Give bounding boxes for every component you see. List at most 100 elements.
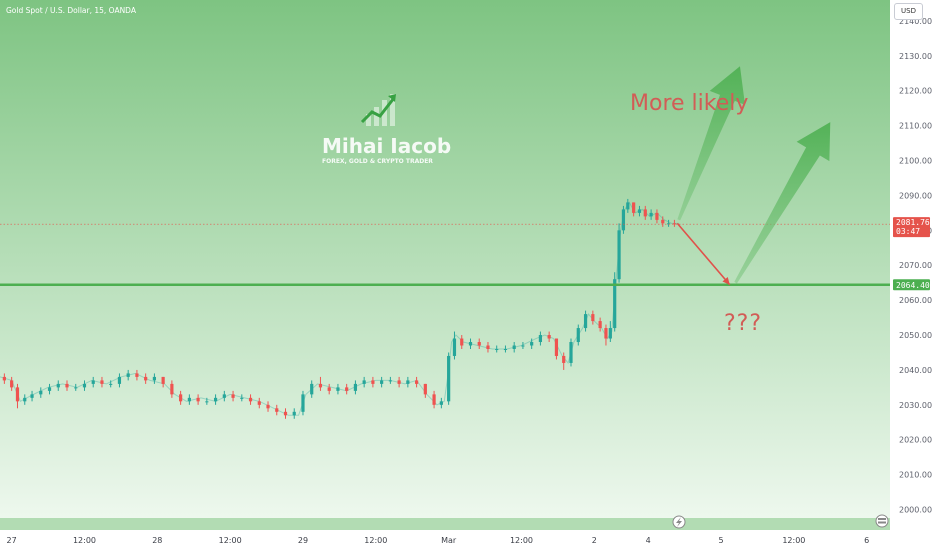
x-tick-label: 12:00 — [73, 536, 96, 545]
y-tick-label: 2110.000 — [899, 122, 932, 131]
current-price-label: 2081.765 — [896, 218, 932, 227]
price-axis[interactable]: 2000.000 2010.000 2020.000 2030.000 2040.000… — [899, 17, 932, 515]
currency-selector[interactable]: USD — [894, 3, 923, 20]
candle — [318, 376, 323, 391]
candle — [591, 310, 595, 325]
y-tick-label: 2130.000 — [899, 52, 932, 61]
candle — [439, 397, 443, 409]
candle — [23, 394, 27, 405]
candle — [452, 331, 457, 360]
candle — [495, 345, 499, 353]
candle — [179, 390, 183, 405]
watermark-logo: Mihai Iacob FOREX, GOLD & CRYPTO TRADER — [322, 94, 451, 165]
candle — [301, 390, 305, 416]
candle — [608, 321, 612, 343]
candle — [39, 387, 43, 398]
candle — [187, 394, 191, 405]
x-tick-label: 27 — [7, 536, 17, 545]
x-tick-label: 12:00 — [364, 536, 387, 545]
chart-title: Gold Spot / U.S. Dollar, 15, OANDA — [6, 6, 137, 15]
price-path — [0, 201, 679, 416]
candle — [15, 383, 20, 409]
candle — [10, 376, 14, 391]
candle — [371, 376, 375, 388]
candle — [196, 394, 200, 405]
lightning-icon[interactable] — [672, 515, 686, 529]
candle — [423, 383, 427, 398]
y-tick-label: 2090.000 — [899, 191, 932, 200]
candle — [632, 202, 636, 217]
candle — [503, 345, 508, 353]
candle — [310, 380, 314, 398]
candle — [327, 383, 331, 395]
candle — [538, 331, 543, 346]
candle — [47, 383, 52, 395]
bottom-band — [0, 518, 890, 530]
candle — [530, 338, 534, 349]
flag-icon[interactable] — [875, 514, 889, 528]
candle — [205, 397, 209, 405]
projection-up-arrow-alternate — [734, 122, 831, 284]
y-tick-label: 2050.000 — [899, 331, 932, 340]
x-tick-label: Mar — [441, 536, 457, 545]
x-tick-label: 6 — [864, 536, 869, 545]
candle — [388, 376, 392, 384]
candle — [240, 394, 244, 402]
candle — [598, 317, 602, 332]
y-tick-label: 2020.000 — [899, 436, 932, 445]
candle — [65, 380, 69, 391]
candle — [512, 342, 516, 353]
candle — [447, 352, 451, 405]
candle — [569, 338, 573, 367]
annotation-more-likely[interactable]: More likely — [630, 91, 748, 116]
candle — [30, 390, 34, 402]
candle — [222, 390, 226, 402]
candle — [649, 209, 653, 220]
candle — [292, 408, 296, 419]
candle — [460, 335, 464, 349]
chart-background — [0, 0, 890, 520]
candle — [562, 352, 566, 370]
x-tick-label: 12:00 — [782, 536, 805, 545]
time-axis[interactable]: 27 12:00 28 12:00 29 12:00 Mar 12:00 2 4 5 12:00 6 — [7, 536, 870, 545]
candles-layer — [0, 198, 679, 419]
support-price-tag: 2064.407 — [893, 279, 932, 291]
annotation-question-marks[interactable]: ??? — [724, 311, 762, 336]
candle — [414, 376, 419, 388]
x-tick-label: 12:00 — [510, 536, 533, 545]
y-tick-label: 2070.000 — [899, 261, 932, 270]
candle — [397, 376, 401, 388]
candle — [345, 383, 349, 395]
time-axis-background — [0, 530, 932, 550]
y-tick-label: 2060.000 — [899, 296, 932, 305]
candle — [170, 380, 174, 398]
candle — [604, 324, 608, 346]
candle — [547, 331, 551, 343]
candle — [100, 376, 104, 388]
candle — [672, 219, 677, 227]
candle — [486, 342, 490, 353]
candle — [257, 397, 261, 409]
candle — [666, 219, 671, 227]
candle — [380, 376, 384, 388]
x-tick-label: 2 — [592, 536, 597, 545]
x-tick-label: 12:00 — [219, 536, 242, 545]
candle — [406, 376, 410, 388]
projection-arrows — [676, 66, 831, 286]
projection-down-arrow — [676, 222, 731, 286]
y-tick-label: 2120.000 — [899, 87, 932, 96]
candle — [468, 338, 473, 349]
candle — [213, 394, 218, 405]
watermark-brand-name: Mihai Iacob — [322, 134, 451, 158]
candle — [82, 380, 87, 391]
y-tick-label: 2040.000 — [899, 366, 932, 375]
candle — [266, 401, 270, 412]
x-tick-label: 4 — [646, 536, 651, 545]
candle — [74, 383, 78, 391]
candle — [362, 376, 366, 388]
candle — [109, 380, 113, 388]
candle-countdown-label: 03:47 — [896, 227, 920, 236]
candle — [2, 373, 6, 384]
candle — [576, 324, 580, 346]
